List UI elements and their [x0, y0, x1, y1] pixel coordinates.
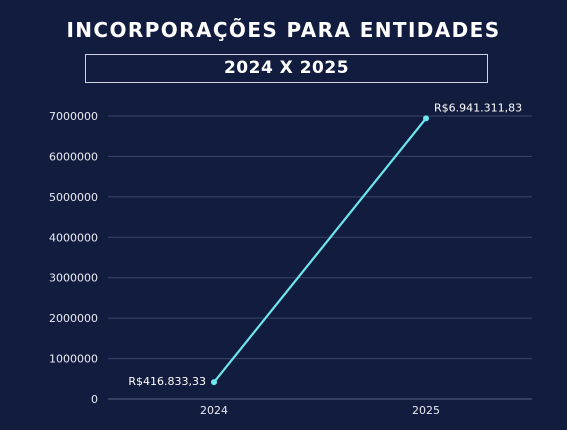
data-labels: R$416.833,33 R$6.941.311,83: [128, 101, 522, 388]
y-tick-label: 4000000: [49, 231, 98, 244]
x-tick-label: 2024: [200, 404, 228, 417]
data-label: R$6.941.311,83: [434, 101, 522, 114]
chart-title: INCORPORAÇÕES PARA ENTIDADES: [66, 18, 501, 42]
y-tick-label: 3000000: [49, 272, 98, 285]
y-tick-label: 6000000: [49, 150, 98, 163]
y-tick-label: 2000000: [49, 312, 98, 325]
y-tick-label: 5000000: [49, 191, 98, 204]
y-tick-label: 0: [91, 393, 98, 406]
series-layer: [211, 115, 429, 386]
chart-subtitle: 2024 X 2025: [85, 54, 488, 83]
data-point: [211, 379, 217, 386]
x-tick-label: 2025: [412, 404, 440, 417]
series-line: [212, 117, 428, 384]
y-axis-ticks: 0 1000000 2000000 3000000 4000000 5000000 6000…: [49, 110, 98, 406]
data-point: [423, 115, 429, 122]
data-label: R$416.833,33: [128, 375, 206, 388]
y-tick-label: 1000000: [49, 353, 98, 366]
x-axis-ticks: 2024 2025: [200, 404, 440, 417]
y-tick-label: 7000000: [49, 110, 98, 123]
grid-lines: [108, 115, 532, 400]
